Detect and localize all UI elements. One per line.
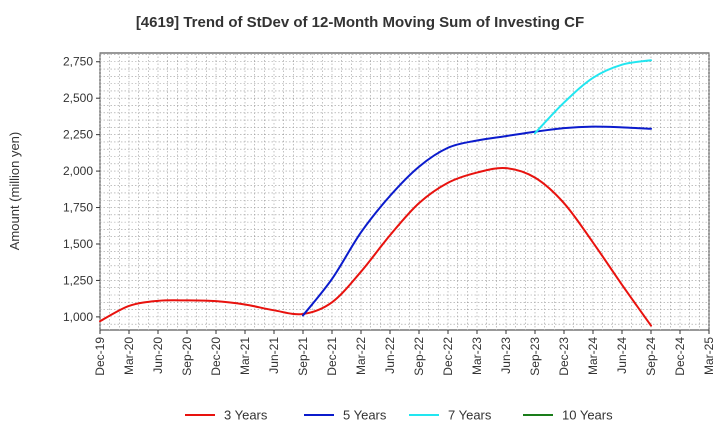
y-tick-label: 2,500 <box>63 91 93 105</box>
x-tick-label: Mar-23 <box>470 337 484 375</box>
legend: 3 Years 5 Years 7 Years 10 Years <box>185 408 613 423</box>
series-line-3 <box>534 59 652 135</box>
y-axis-label: Amount (million yen) <box>7 132 22 251</box>
y-tick-label: 2,750 <box>63 55 93 69</box>
y-tick-label: 1,000 <box>63 310 93 324</box>
x-tick-label: Mar-22 <box>354 337 368 375</box>
y-tick-label: 2,250 <box>63 128 93 142</box>
x-tick-label: Mar-25 <box>702 337 716 375</box>
x-tick-label: Jun-22 <box>383 337 397 374</box>
legend-label-3: 7 Years <box>448 408 492 423</box>
x-tick-label: Jun-24 <box>615 337 629 374</box>
y-tick-label: 1,250 <box>63 273 93 287</box>
x-tick-label: Sep-22 <box>412 337 426 376</box>
y-tick-label: 1,750 <box>63 201 93 215</box>
x-tick-label: Sep-24 <box>644 337 658 376</box>
x-tick-label: Dec-21 <box>325 337 339 376</box>
legend-label-2: 5 Years <box>343 408 387 423</box>
x-tick-label: Sep-23 <box>528 337 542 376</box>
x-tick-label: Jun-20 <box>151 337 165 374</box>
x-tick-label: Sep-21 <box>296 337 310 376</box>
y-tick-label: 2,000 <box>63 164 93 178</box>
x-tick-label: Jun-21 <box>267 337 281 374</box>
grid-layer <box>99 53 710 330</box>
x-tick-label: Dec-22 <box>441 337 455 376</box>
chart-title: [4619] Trend of StDev of 12-Month Moving… <box>136 14 584 31</box>
x-tick-label: Mar-24 <box>586 337 600 375</box>
x-tick-label: Sep-20 <box>180 337 194 376</box>
x-tick-label: Dec-24 <box>673 337 687 376</box>
x-tick-label: Dec-20 <box>209 337 223 376</box>
plot-area <box>99 52 710 331</box>
x-tick-label: Jun-23 <box>499 337 513 374</box>
plot-frame <box>99 52 710 331</box>
y-tick-label: 1,500 <box>63 237 93 251</box>
y-axis: 1,000 1,250 1,500 1,750 2,000 2,250 2,500 2,750 <box>63 55 100 324</box>
series-line-1 <box>99 167 652 327</box>
legend-label-4: 10 Years <box>562 408 613 423</box>
x-tick-label: Dec-23 <box>557 337 571 376</box>
legend-label-1: 3 Years <box>224 408 268 423</box>
x-tick-label: Dec-19 <box>93 337 107 376</box>
x-tick-label: Mar-21 <box>238 337 252 375</box>
x-tick-label: Mar-20 <box>122 337 136 375</box>
x-axis: Dec-19 Mar-20 Jun-20 Sep-20 Dec-20 Mar-21 Jun-… <box>93 330 716 376</box>
series-layer <box>99 59 652 327</box>
series-line-2 <box>302 125 652 317</box>
